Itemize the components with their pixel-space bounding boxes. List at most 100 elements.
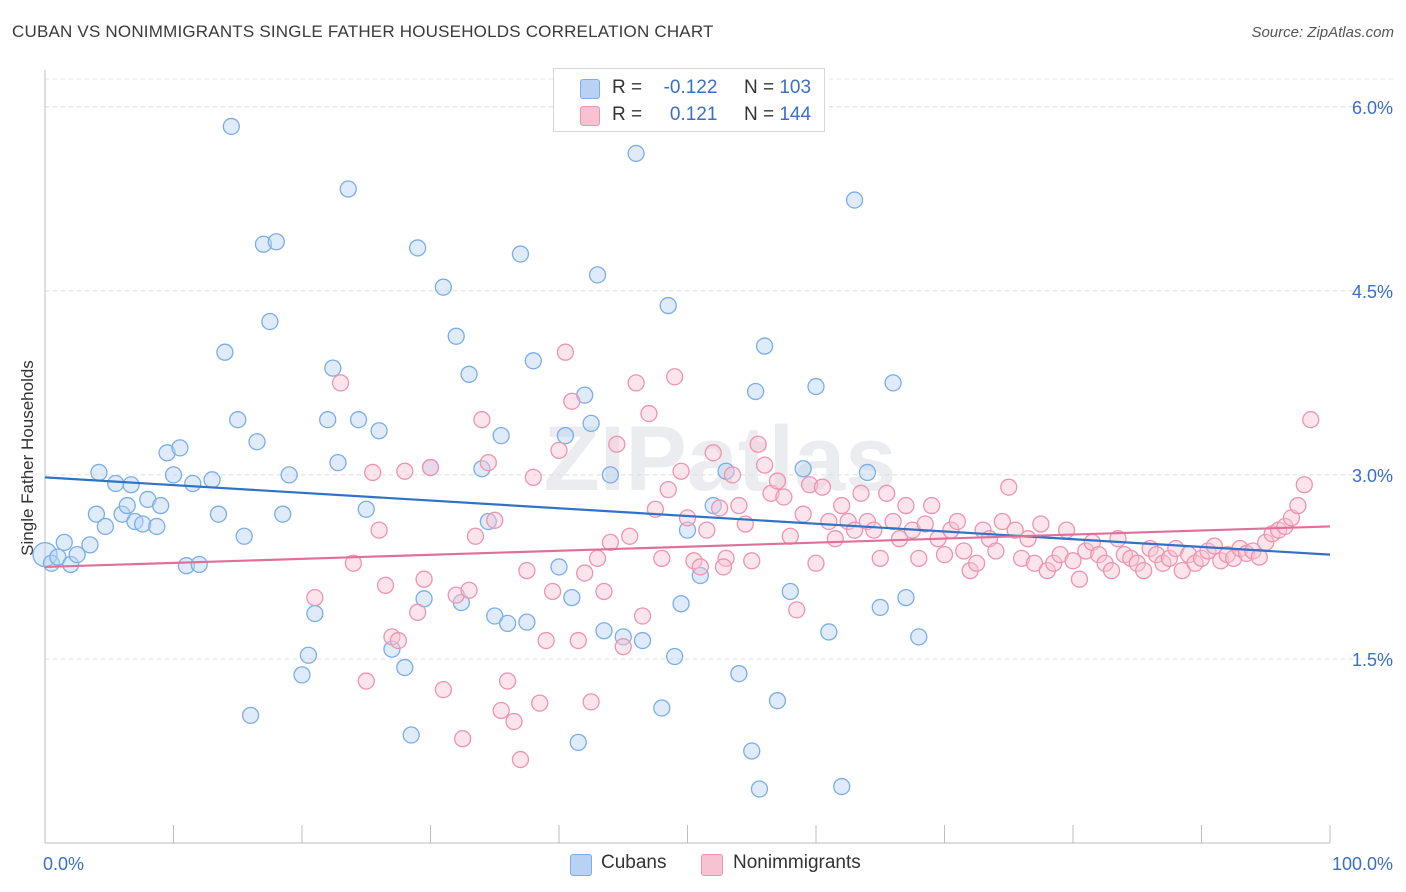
cubans-point-95 (820, 623, 838, 641)
nonimmigrants-trend-line (44, 525, 1331, 569)
nonimmigrants-point-22 (524, 468, 542, 487)
nonimmigrants-point-111 (1102, 561, 1121, 580)
y-tick-label-0: 1.5% (1352, 650, 1393, 670)
cubans-point-45 (349, 411, 368, 429)
cubans-point-73 (595, 622, 613, 640)
trend-lines (44, 476, 1331, 569)
cubans-point-28 (222, 117, 240, 136)
nonimmigrants-point-142 (1302, 411, 1320, 429)
nonimmigrants-point-146 (518, 561, 536, 580)
cubans-point-66 (550, 558, 568, 576)
nonimmigrants-point-127 (1205, 537, 1223, 555)
nonimmigrants-point-19 (498, 672, 517, 690)
stats-legend: R = -0.122 N = 103 R = 0.121 N = 144 (553, 68, 825, 132)
nonimmigrants-point-32 (595, 582, 613, 601)
cubans-point-51 (408, 239, 427, 257)
r-label: R = (612, 104, 643, 125)
legend-nonimmigrants-stats: R = 0.121 N = 144 (612, 104, 811, 126)
n-label: N = (743, 77, 775, 98)
cubans-point-32 (248, 433, 266, 451)
cubans-point-90 (755, 337, 774, 355)
cubans-point-76 (627, 144, 645, 163)
nonimmigrants-point-105 (1064, 552, 1082, 570)
nonimmigrants-point-100 (1032, 515, 1050, 533)
cubans-point-33 (254, 235, 273, 253)
cubans-point-43 (329, 453, 347, 472)
cubans-point-21 (171, 439, 189, 457)
nonimmigrants-point-12 (447, 586, 465, 604)
nonimmigrants-point-87 (948, 512, 966, 531)
nonimmigrants-point-116 (1135, 561, 1153, 580)
cubans-point-41 (319, 411, 337, 429)
cubans-point-3 (55, 533, 73, 552)
cubans-point-65 (524, 352, 542, 370)
nonimmigrants-point-67 (820, 512, 838, 531)
nonimmigrants-point-75 (871, 549, 889, 567)
cubans-point-10 (107, 474, 125, 493)
nonimmigrants-point-144 (376, 576, 395, 594)
nonimmigrants-point-16 (479, 453, 497, 472)
nonimmigrants-point-56 (749, 435, 767, 453)
nonimmigrants-point-128 (1212, 552, 1230, 570)
cubans-point-30 (235, 527, 253, 545)
y-tick-label-1: 3.0% (1352, 466, 1393, 486)
cubans-point-99 (871, 598, 889, 617)
nonimmigrants-point-141 (1295, 476, 1313, 494)
nonimmigrants-point-24 (537, 631, 555, 650)
cubans-point-54 (434, 278, 453, 296)
watermark: ZIPatlas (544, 408, 897, 510)
nonimmigrants-point-83 (923, 496, 941, 515)
cubans-point-8 (90, 463, 108, 482)
nonimmigrants-point-2 (357, 672, 375, 690)
cubans-point-17 (148, 517, 166, 536)
cubans-point-31 (241, 706, 260, 725)
nonimmigrants-point-34 (608, 435, 626, 453)
nonimmigrants-point-76 (878, 484, 896, 502)
y-tick-label-3: 6.0% (1352, 98, 1393, 118)
cubans-point-11 (113, 505, 131, 523)
cubans-point-63 (511, 245, 530, 263)
nonimmigrants-point-99 (1025, 554, 1044, 572)
cubans-n-value: 103 (779, 77, 812, 98)
nonimmigrants-point-88 (955, 542, 973, 560)
nonimmigrants-point-17 (486, 511, 504, 529)
nonimmigrants-point-37 (627, 374, 645, 392)
nonimmigrants-point-68 (826, 530, 844, 548)
nonimmigrants-point-63 (794, 505, 812, 523)
nonimmigrants-point-30 (582, 693, 600, 711)
nonimmigrants-point-45 (678, 509, 697, 527)
cubans-point-40 (306, 604, 324, 623)
cubans-point-64 (518, 613, 536, 631)
nonimmigrants-point-8 (408, 603, 427, 621)
cubans-point-81 (672, 595, 690, 613)
cubans-point-97 (845, 191, 864, 209)
nonimmigrants-point-72 (852, 484, 870, 502)
cubans-point-2 (49, 548, 67, 566)
cubans-trend-line (44, 476, 1331, 556)
cubans-point-89 (750, 780, 769, 798)
source-credit: Source: ZipAtlas.com (1251, 24, 1394, 41)
cubans-point-47 (370, 422, 388, 440)
cubans-point-27 (216, 343, 234, 361)
r-label: R = (612, 77, 643, 98)
cubans-point-74 (601, 466, 620, 484)
nonimmigrants-point-145 (466, 527, 485, 545)
cubans-point-42 (324, 359, 342, 377)
nonimmigrants-point-10 (421, 458, 440, 477)
nonimmigrants-point-107 (1077, 542, 1095, 560)
nonimmigrants-point-43 (666, 368, 684, 386)
cubans-point-18 (151, 496, 170, 515)
nonimmigrants-point-106 (1070, 570, 1089, 588)
nonimmigrants-point-46 (685, 552, 703, 570)
cubans-point-20 (164, 466, 183, 484)
nonimmigrants-point-21 (511, 750, 530, 769)
y-tick-label-2: 4.5% (1352, 282, 1393, 302)
nonimmigrants-point-147 (543, 582, 562, 601)
nonimmigrants-point-130 (1224, 549, 1243, 567)
x-tick-label-0: 0.0% (43, 854, 84, 874)
cubans-point-57 (460, 365, 478, 383)
nonimmigrants-point-64 (800, 476, 819, 494)
cubans-point-58 (473, 460, 491, 478)
nonimmigrants-point-15 (473, 411, 491, 429)
